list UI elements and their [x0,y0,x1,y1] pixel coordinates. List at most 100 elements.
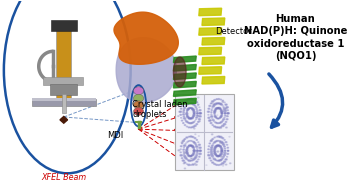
Circle shape [209,158,211,159]
Circle shape [190,118,191,119]
Circle shape [220,99,221,100]
Circle shape [191,158,192,159]
Circle shape [225,150,226,151]
Circle shape [223,107,224,108]
Circle shape [182,160,185,161]
Circle shape [194,100,196,101]
Circle shape [193,142,194,143]
Bar [44,77,83,85]
Circle shape [196,115,198,116]
Circle shape [192,109,194,111]
Circle shape [180,155,183,156]
Circle shape [221,150,223,151]
Circle shape [223,144,225,145]
Circle shape [219,155,220,156]
Circle shape [188,103,190,104]
Circle shape [216,123,218,124]
Circle shape [216,108,218,109]
Circle shape [199,121,200,122]
Circle shape [188,146,189,147]
Circle shape [178,150,180,151]
Circle shape [214,150,215,151]
Circle shape [215,141,217,142]
Circle shape [193,116,194,117]
Circle shape [199,110,201,111]
Polygon shape [114,12,178,64]
Circle shape [188,164,190,166]
Circle shape [183,163,185,164]
Circle shape [218,160,219,161]
Circle shape [210,151,213,153]
Circle shape [227,116,228,117]
Circle shape [226,107,228,108]
Circle shape [186,159,187,160]
Circle shape [220,153,223,155]
Polygon shape [173,90,196,96]
Circle shape [217,160,218,161]
Circle shape [186,113,188,115]
Bar [56,25,71,100]
Circle shape [227,147,229,148]
Circle shape [220,127,221,128]
Circle shape [198,119,200,120]
Circle shape [194,143,196,144]
Circle shape [214,126,216,127]
Circle shape [217,155,219,157]
Circle shape [187,122,188,123]
Polygon shape [173,73,196,80]
Circle shape [218,140,219,141]
Circle shape [194,138,196,139]
Circle shape [195,144,197,145]
Circle shape [224,102,225,103]
Circle shape [191,145,193,147]
Circle shape [213,104,214,105]
Circle shape [183,149,184,150]
Circle shape [214,103,217,105]
Circle shape [209,143,211,144]
Circle shape [227,144,228,145]
Circle shape [221,143,224,144]
Circle shape [208,108,210,109]
Circle shape [192,117,193,118]
Circle shape [193,114,195,115]
Circle shape [225,142,227,143]
Circle shape [220,136,222,138]
Circle shape [218,103,219,104]
Circle shape [214,112,216,113]
Circle shape [213,158,216,160]
Circle shape [226,110,227,111]
Circle shape [221,151,223,153]
Circle shape [220,104,223,105]
FancyBboxPatch shape [175,94,234,170]
Circle shape [186,126,187,127]
Polygon shape [173,56,196,63]
Circle shape [208,155,210,156]
Circle shape [212,106,214,107]
Circle shape [199,147,201,148]
Circle shape [221,113,223,114]
Circle shape [218,118,219,119]
Circle shape [193,115,195,116]
Text: Crystal laden
droplets: Crystal laden droplets [132,100,188,119]
Text: XFEL Beam: XFEL Beam [41,173,87,182]
Circle shape [213,151,216,152]
Circle shape [184,168,186,169]
Circle shape [217,145,219,146]
Polygon shape [199,8,221,16]
Circle shape [195,156,197,157]
Circle shape [198,97,199,98]
Circle shape [216,155,218,156]
Circle shape [192,108,194,110]
Circle shape [184,118,186,119]
Circle shape [208,120,211,121]
Circle shape [212,101,214,102]
Text: MDI: MDI [107,131,123,140]
Circle shape [214,163,216,164]
Circle shape [211,153,213,155]
Circle shape [199,116,201,117]
Circle shape [185,106,186,107]
Polygon shape [199,47,221,55]
Circle shape [196,102,198,103]
Circle shape [217,156,219,157]
Circle shape [192,147,194,148]
